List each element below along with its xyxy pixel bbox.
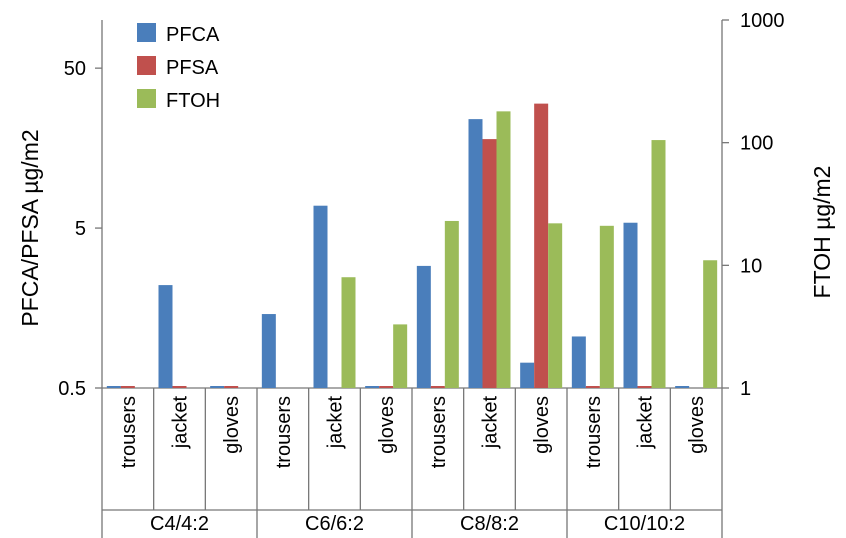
left-tick-label: 0.5 (58, 378, 86, 400)
bar-pfsa (430, 386, 445, 388)
right-tick-label: 10 (740, 255, 762, 277)
bar-ftoh (341, 277, 356, 388)
category-label: jacket (325, 396, 347, 450)
category-label: trousers (583, 396, 605, 468)
bar-pfsa (637, 386, 652, 388)
category-label: jacket (480, 396, 502, 450)
bar-pfsa (482, 139, 497, 388)
group-label: C4/4:2 (150, 513, 209, 535)
bar-pfsa (379, 386, 394, 388)
bar-ftoh (496, 111, 511, 388)
category-label: trousers (273, 396, 295, 468)
bar-pfca (365, 386, 380, 388)
bar-pfca (106, 386, 121, 388)
bar-pfsa (172, 386, 187, 388)
bar-pfca (313, 205, 328, 388)
bar-ftoh (599, 225, 614, 388)
category-label: gloves (686, 396, 708, 454)
legend-label: FTOH (166, 90, 220, 112)
bar-pfca (261, 314, 276, 388)
bar-pfsa (534, 103, 549, 388)
category-label: jacket (635, 396, 657, 450)
bar-pfca (623, 222, 638, 388)
right-tick-label: 1 (740, 378, 751, 400)
bar-ftoh (548, 223, 563, 388)
bar-ftoh (651, 140, 666, 388)
legend-swatch (137, 56, 156, 75)
right-tick-label: 100 (740, 133, 773, 155)
bar-ftoh (703, 260, 718, 388)
category-label: gloves (531, 396, 553, 454)
group-label: C8/8:2 (460, 513, 519, 535)
group-label: C10/10:2 (604, 513, 685, 535)
legend-swatch (137, 23, 156, 42)
legend-swatch (137, 89, 156, 108)
bar-pfca (571, 336, 586, 388)
bar-ftoh (393, 324, 408, 388)
bar-pfca (520, 362, 535, 388)
category-label: gloves (221, 396, 243, 454)
legend-label: PFSA (166, 57, 219, 79)
legend-label: PFCA (166, 24, 220, 46)
right-tick-label: 1000 (740, 10, 785, 32)
bar-pfsa (585, 386, 600, 388)
bar-pfca (210, 386, 225, 388)
legend: PFCA PFSA FTOH (137, 23, 220, 112)
bar-ftoh (444, 220, 459, 388)
bar-pfsa (224, 386, 239, 388)
category-label: trousers (428, 396, 450, 468)
left-tick-label: 5 (75, 218, 86, 240)
category-label: trousers (118, 396, 140, 468)
bar-pfca (675, 386, 690, 388)
bar-pfca (468, 119, 483, 388)
category-label: jacket (170, 396, 192, 450)
group-label: C6/6:2 (305, 513, 364, 535)
bar-pfca (158, 285, 173, 388)
right-axis-title: FTOH µg/m2 (809, 166, 835, 299)
left-axis-title: PFCA/PFSA µg/m2 (17, 129, 43, 326)
bar-pfca (416, 265, 431, 388)
left-tick-label: 50 (64, 58, 86, 80)
category-label: gloves (376, 396, 398, 454)
bar-pfsa (120, 386, 135, 388)
plot-area: 0.5 5 50 1 10 100 1000 trousers jacket gloves C4/4… (58, 10, 785, 538)
